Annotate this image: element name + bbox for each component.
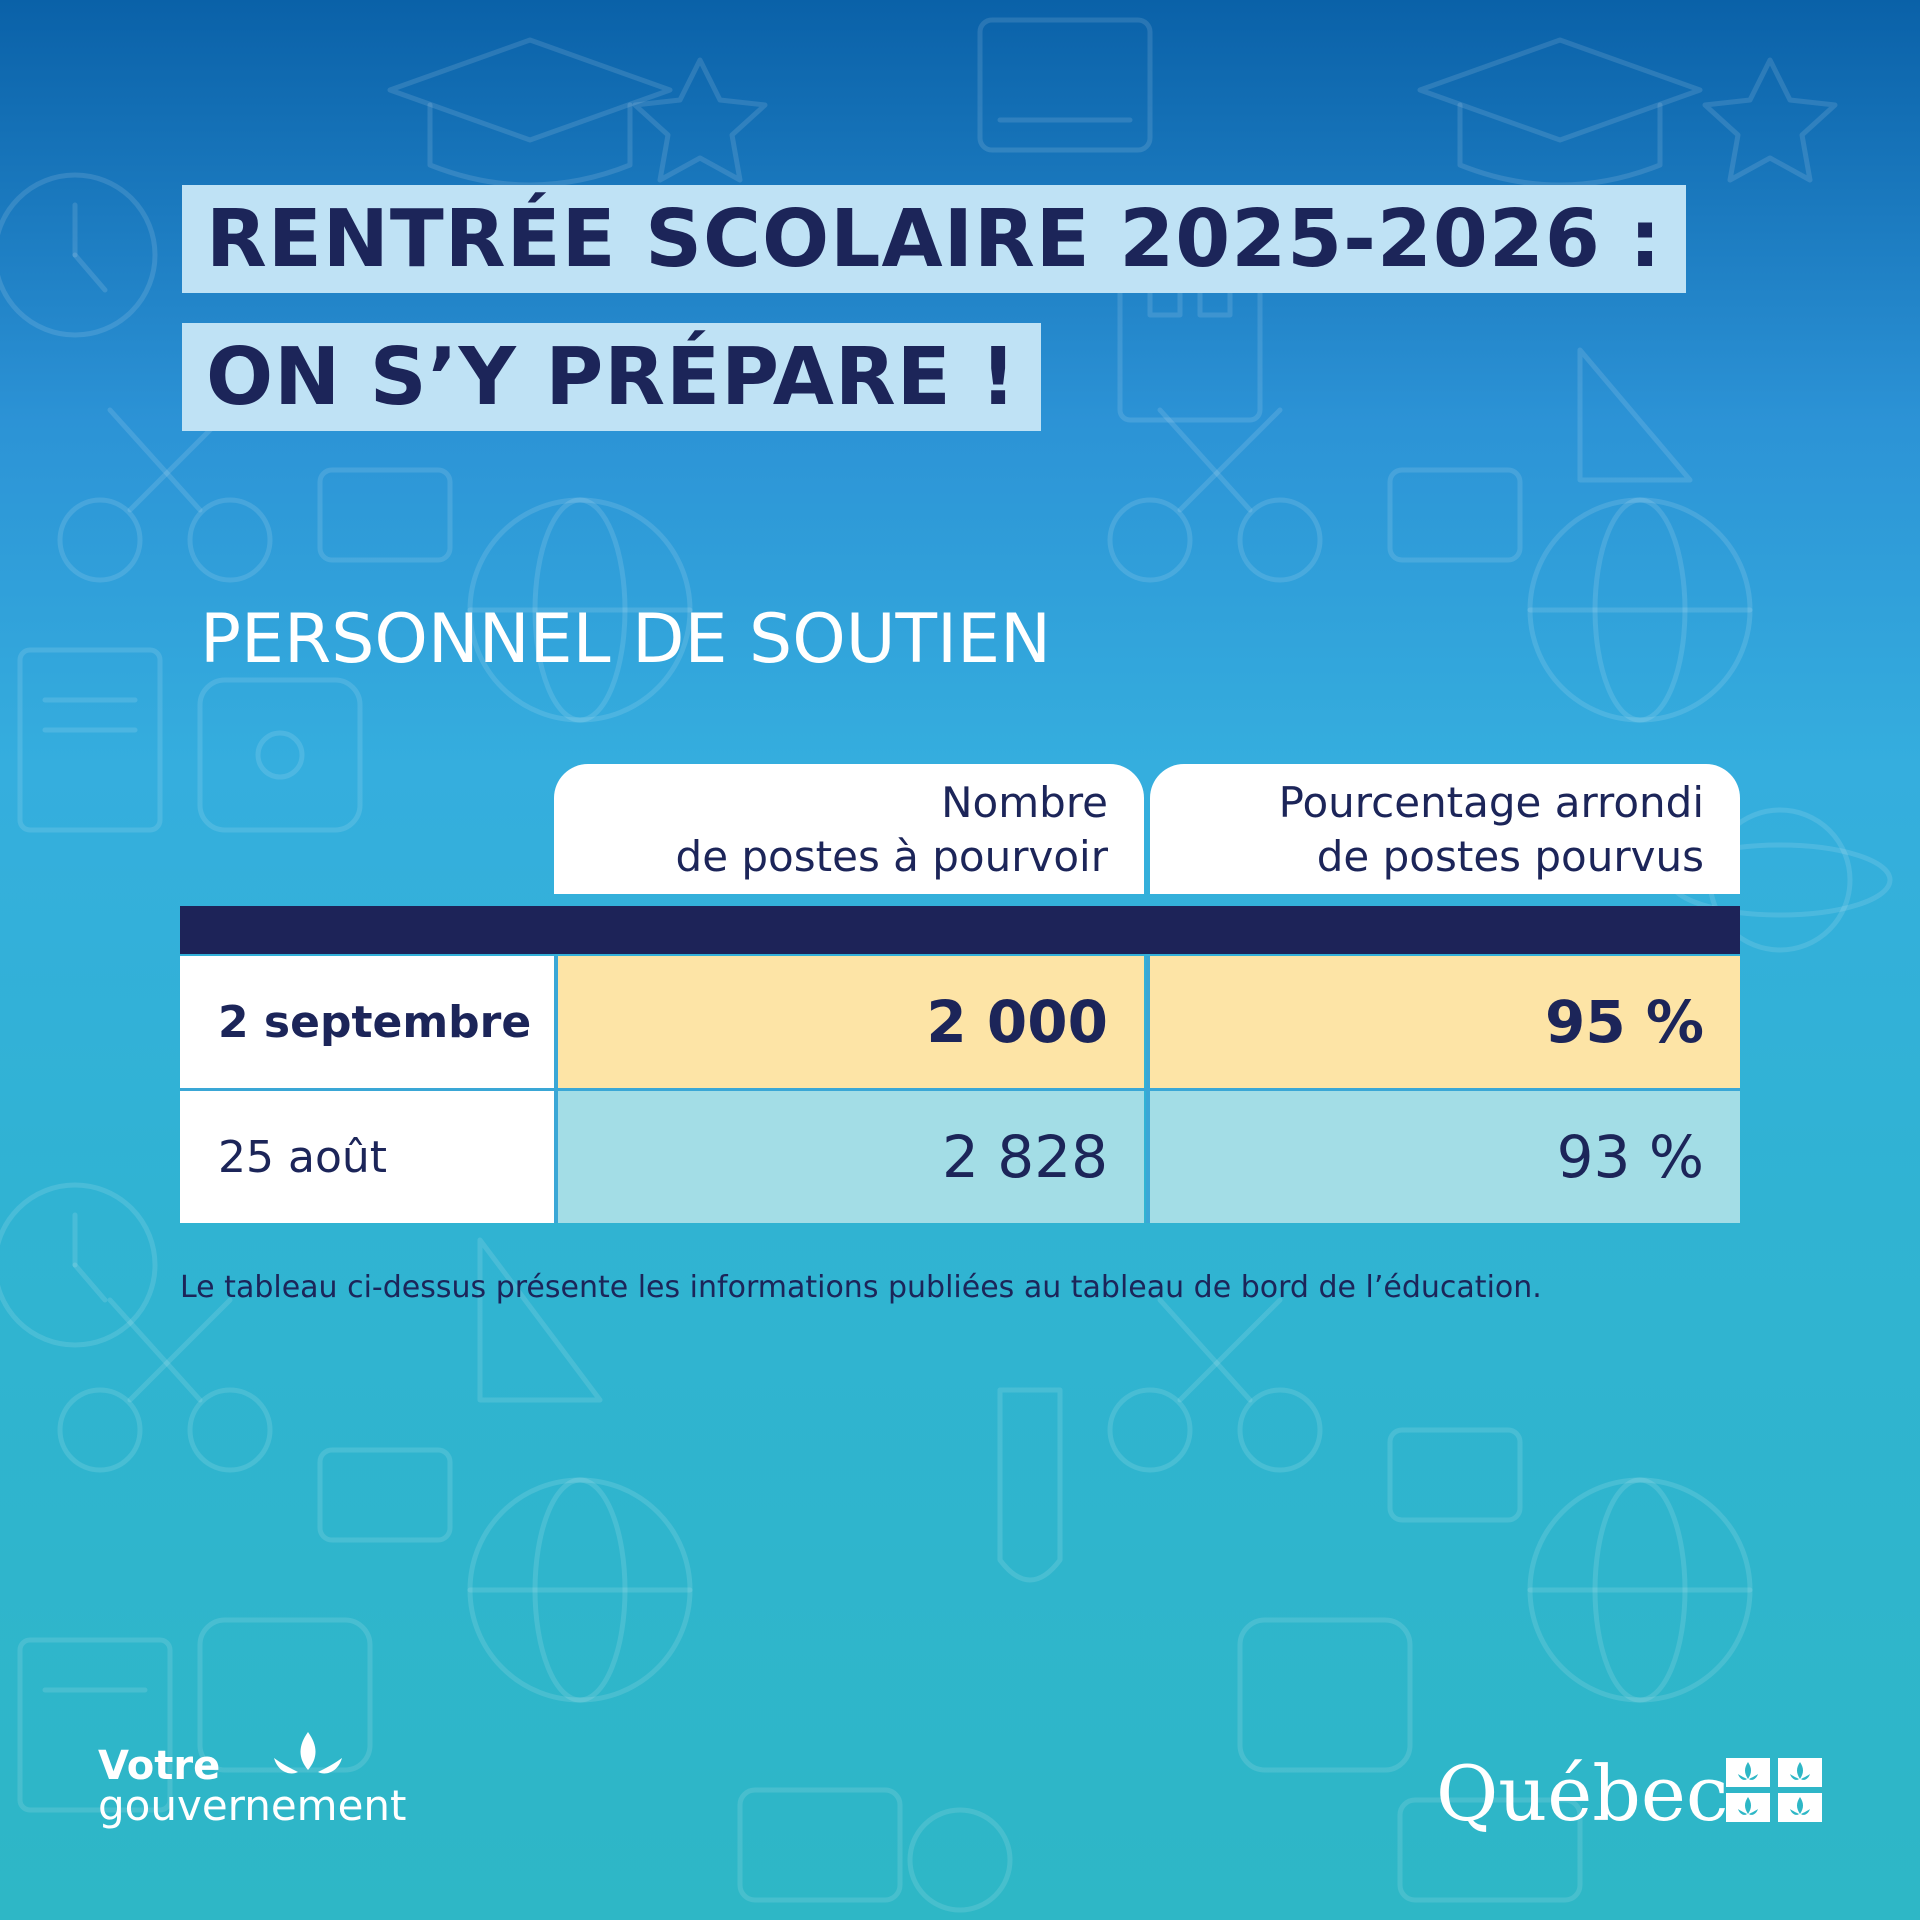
- pourcentage-pourvus-value: 93 %: [1148, 1091, 1740, 1223]
- column-header-postes-a-pourvoir: Nombre de postes à pourvoir: [554, 764, 1144, 894]
- column-header-line: Pourcentage arrondi: [1278, 778, 1704, 827]
- column-divider: [554, 956, 558, 1223]
- table-footnote: Le tableau ci-dessus présente les inform…: [180, 1270, 1542, 1305]
- logo-text-line: Votre: [98, 1743, 221, 1789]
- table-row: 2 septembre 2 000 95 %: [180, 956, 1740, 1088]
- section-title: PERSONNEL DE SOUTIEN: [200, 600, 1051, 679]
- column-divider: [1146, 956, 1150, 1223]
- postes-a-pourvoir-value: 2 828: [556, 1091, 1144, 1223]
- column-header-pourcentage-pourvus: Pourcentage arrondi de postes pourvus: [1150, 764, 1740, 894]
- logo-text-line: gouvernement: [98, 1781, 407, 1830]
- column-header-line: Nombre: [941, 778, 1108, 827]
- quebec-wordmark: Québec: [1436, 1749, 1729, 1838]
- row-label: 2 septembre: [180, 956, 556, 1088]
- table-row: 25 août 2 828 93 %: [180, 1091, 1740, 1223]
- column-header-line: de postes à pourvoir: [675, 832, 1108, 881]
- fleur-de-lis-icon: [274, 1732, 342, 1774]
- postes-a-pourvoir-value: 2 000: [556, 956, 1144, 1088]
- title-line-1: RENTRÉE SCOLAIRE 2025-2026 :: [182, 185, 1686, 293]
- votre-gouvernement-logo: Votre gouvernement: [98, 1743, 407, 1830]
- title-line-2: ON S’Y PRÉPARE !: [182, 323, 1042, 431]
- row-label: 25 août: [180, 1091, 556, 1223]
- pourcentage-pourvus-value: 95 %: [1148, 956, 1740, 1088]
- quebec-flag-icon: [1726, 1758, 1822, 1822]
- column-header-line: de postes pourvus: [1316, 832, 1704, 881]
- table-header-bar: [180, 906, 1740, 954]
- row-divider: [180, 1088, 1740, 1091]
